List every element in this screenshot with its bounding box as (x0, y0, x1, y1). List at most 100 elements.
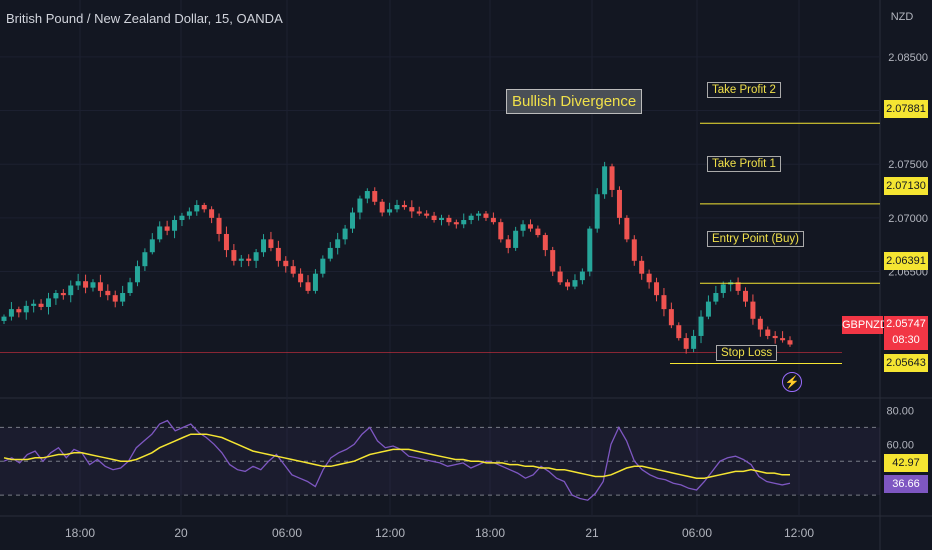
candle-body (201, 204, 207, 210)
stop-loss-label: Stop Loss (716, 345, 778, 361)
candle-body (557, 271, 563, 283)
rsi-line (3, 419, 791, 501)
candle-body (157, 226, 163, 240)
candle-body (453, 222, 459, 225)
candle-body (691, 335, 697, 349)
time-axis[interactable]: 18:00 20 06:00 12:00 18:00 21 06:00 12:00 (65, 526, 814, 540)
candle-body (120, 293, 126, 302)
candle-body (60, 293, 66, 296)
candle-body (127, 282, 133, 294)
candle-body (780, 338, 786, 341)
candle-body (253, 252, 259, 261)
candle-body (750, 301, 756, 319)
candle-body (490, 217, 496, 223)
currency-label: NZD (891, 11, 914, 23)
candle-body (579, 271, 585, 281)
candle-body (8, 309, 14, 317)
candle-body (45, 298, 51, 307)
candle-body (668, 309, 674, 326)
time-tick-label: 20 (174, 526, 188, 540)
candle-body (713, 293, 719, 302)
candle-body (683, 338, 689, 349)
candle-body (446, 217, 452, 223)
candle-body (357, 198, 363, 213)
rsi-tick-label: 60.00 (886, 439, 914, 451)
candle-body (290, 266, 296, 274)
stop-loss-price-tag: 2.05643 (884, 354, 928, 372)
candle-body (53, 293, 59, 299)
candle-body (90, 282, 96, 288)
candle-body (327, 247, 333, 259)
price-axis[interactable]: NZD2.085002.080002.075002.070002.065002.… (888, 11, 928, 332)
price-tick-label: 2.08500 (888, 52, 928, 64)
rsi-value-tag: 36.66 (884, 475, 928, 493)
candle-body (179, 215, 185, 221)
candle-body (387, 209, 393, 213)
candle-body (461, 220, 467, 225)
candle-body (646, 273, 652, 283)
time-tick-label: 12:00 (375, 526, 405, 540)
current-price-value: 2.05747 (886, 318, 926, 330)
candle-body (364, 191, 370, 199)
candle-body (513, 230, 519, 248)
entry-point-label: Entry Point (Buy) (707, 231, 804, 247)
rsi-ma-value-tag: 42.97 (884, 454, 928, 472)
candle-body (246, 258, 252, 261)
candle-body (772, 335, 778, 339)
candle-body (431, 215, 437, 221)
candle-body (527, 224, 533, 229)
candle-body (1, 316, 7, 321)
candle-body (105, 290, 111, 296)
candle-body (16, 309, 22, 313)
candle-body (735, 282, 741, 291)
take-profit-2-price-tag: 2.07881 (884, 100, 928, 118)
time-tick-label: 18:00 (65, 526, 95, 540)
candle-body (705, 301, 711, 317)
candle-body (757, 318, 763, 330)
candle-body (639, 260, 645, 274)
price-tick-label: 2.07500 (888, 159, 928, 171)
candle-body (164, 226, 170, 231)
time-tick-label: 18:00 (475, 526, 505, 540)
candle-body (172, 220, 178, 231)
price-tick-label: 2.07000 (888, 213, 928, 225)
candle-body (312, 273, 318, 291)
candle-body (283, 260, 289, 267)
candle-body (520, 224, 526, 231)
candle-body (743, 290, 749, 302)
candle-body (379, 201, 385, 213)
candle-body (550, 250, 556, 272)
rsi-ma-line (3, 433, 790, 479)
candle-body (483, 213, 489, 218)
candle-body (505, 239, 511, 248)
candle-body (350, 212, 356, 229)
symbol-price-tag: GBPNZD (842, 316, 888, 334)
candle-body (186, 211, 192, 216)
candle-body (275, 247, 281, 261)
candle-body (424, 213, 430, 216)
candle-body (209, 209, 215, 218)
candle-body (223, 233, 229, 251)
candle-body (268, 239, 274, 248)
candle-body (238, 258, 244, 261)
candle-body (535, 228, 541, 236)
take-profit-2-label: Take Profit 2 (707, 82, 781, 98)
candle-body (438, 217, 444, 221)
candle-body (720, 284, 726, 294)
candle-body (661, 295, 667, 310)
candle-body (409, 207, 415, 212)
symbol-title: British Pound / New Zealand Dollar, 15, … (6, 11, 283, 26)
bullish-divergence-label: Bullish Divergence (506, 89, 643, 114)
candle-body (142, 252, 148, 267)
rsi-pane[interactable]: 80.00 60.00 (0, 405, 914, 501)
candle-body (602, 166, 608, 195)
lightning-icon[interactable]: ⚡ (782, 372, 802, 392)
candle-body (75, 281, 81, 286)
candle-body (261, 239, 267, 253)
candle-body (149, 239, 155, 253)
candle-body (298, 273, 304, 283)
candle-body (320, 258, 326, 274)
candle-body (23, 305, 29, 313)
